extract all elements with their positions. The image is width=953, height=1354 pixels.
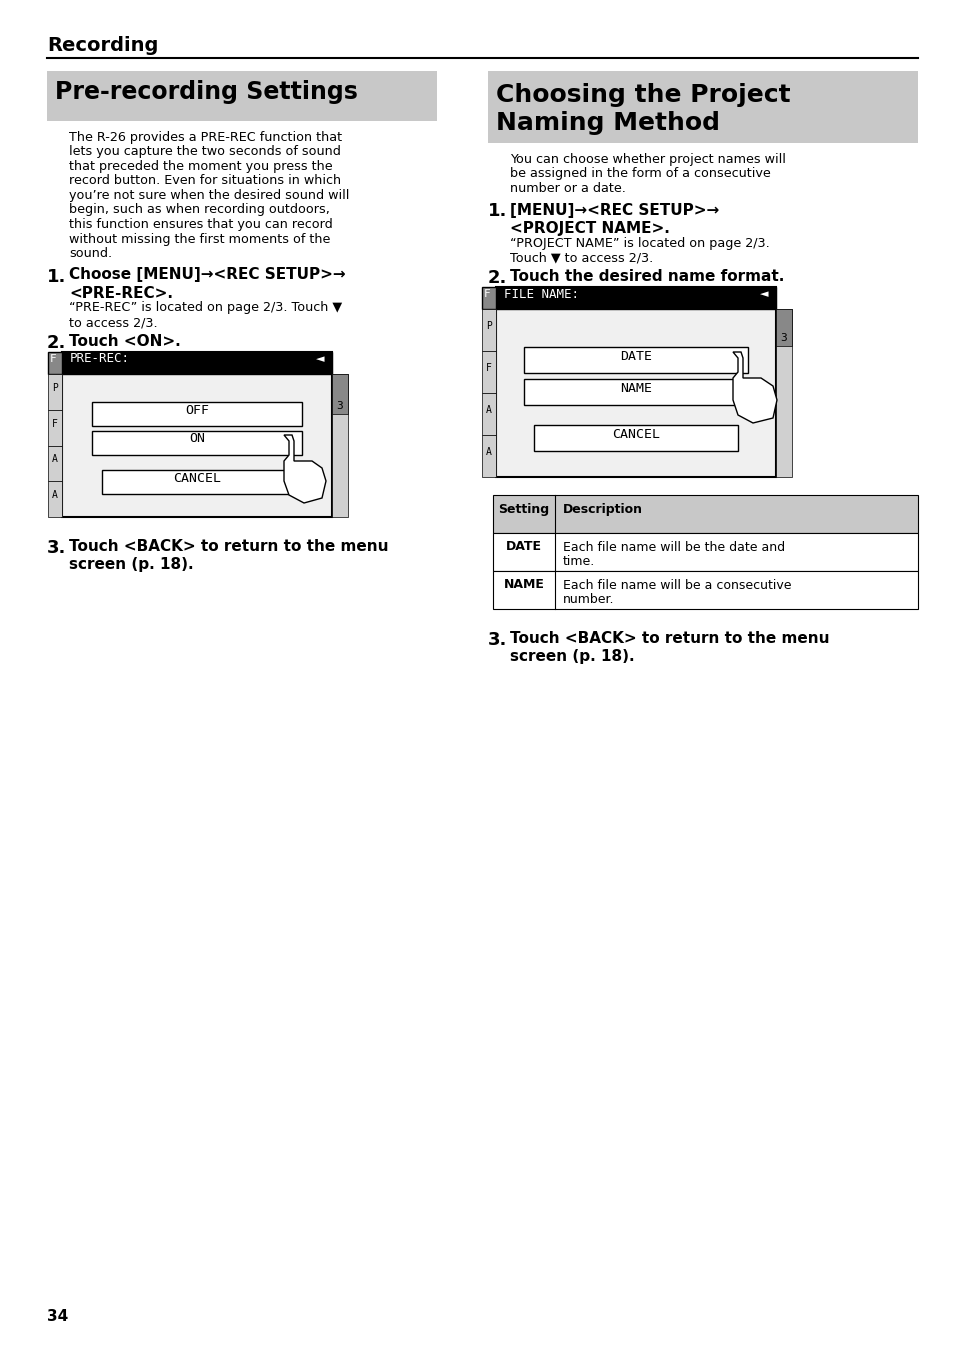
Text: [MENU]→<REC SETUP>→: [MENU]→<REC SETUP>→	[510, 203, 719, 218]
Text: that preceded the moment you press the: that preceded the moment you press the	[69, 160, 333, 173]
Bar	[62, 352, 332, 517]
Text: you’re not sure when the desired sound will: you’re not sure when the desired sound w…	[69, 190, 349, 202]
Text: screen (p. 18).: screen (p. 18).	[510, 649, 634, 663]
Text: Touch ▼ to access 2/3.: Touch ▼ to access 2/3.	[510, 250, 653, 264]
Text: Touch <BACK> to return to the menu: Touch <BACK> to return to the menu	[69, 539, 388, 554]
Text: 3.: 3.	[47, 539, 67, 556]
Text: A: A	[485, 405, 492, 414]
Bar	[481, 393, 496, 435]
Text: “PRE-REC” is located on page 2/3. Touch ▼: “PRE-REC” is located on page 2/3. Touch …	[69, 302, 342, 314]
Text: Recording: Recording	[47, 37, 158, 56]
Text: The R-26 provides a PRE-REC function that: The R-26 provides a PRE-REC function tha…	[69, 131, 342, 144]
Text: NAME: NAME	[619, 382, 651, 394]
Bar	[493, 571, 917, 609]
Bar	[488, 70, 917, 144]
Text: Touch <BACK> to return to the menu: Touch <BACK> to return to the menu	[510, 631, 828, 646]
Bar	[481, 309, 496, 351]
Text: be assigned in the form of a consecutive: be assigned in the form of a consecutive	[510, 168, 770, 180]
Text: <PROJECT NAME>.: <PROJECT NAME>.	[510, 221, 669, 236]
Text: 3.: 3.	[488, 631, 507, 649]
Text: 3: 3	[336, 401, 343, 412]
Bar	[47, 70, 436, 121]
Text: F: F	[483, 288, 490, 299]
Text: lets you capture the two seconds of sound: lets you capture the two seconds of soun…	[69, 145, 340, 158]
Text: screen (p. 18).: screen (p. 18).	[69, 556, 193, 571]
Text: number or a date.: number or a date.	[510, 181, 625, 195]
Text: Description: Description	[562, 502, 642, 516]
Bar	[523, 379, 747, 405]
Text: Touch the desired name format.: Touch the desired name format.	[510, 269, 783, 284]
Text: 3: 3	[780, 333, 786, 343]
Text: sound.: sound.	[69, 246, 112, 260]
Text: NAME: NAME	[503, 578, 544, 592]
Bar	[48, 481, 62, 517]
Text: CANCEL: CANCEL	[612, 428, 659, 440]
Bar	[496, 287, 775, 477]
Text: record button. Even for situations in which: record button. Even for situations in wh…	[69, 175, 341, 187]
Text: A: A	[485, 447, 492, 458]
Text: A: A	[52, 455, 58, 464]
Text: F: F	[52, 418, 58, 429]
Text: <PRE-REC>.: <PRE-REC>.	[69, 286, 172, 301]
Text: F: F	[50, 353, 56, 364]
Text: Choose [MENU]→<REC SETUP>→: Choose [MENU]→<REC SETUP>→	[69, 268, 345, 283]
Bar	[496, 287, 775, 309]
Bar	[102, 470, 292, 494]
Text: Touch <ON>.: Touch <ON>.	[69, 334, 180, 349]
Text: to access 2/3.: to access 2/3.	[69, 315, 157, 329]
Bar	[481, 435, 496, 477]
Bar	[775, 309, 791, 347]
Text: begin, such as when recording outdoors,: begin, such as when recording outdoors,	[69, 203, 330, 217]
Text: ◄: ◄	[759, 288, 767, 299]
Bar	[332, 374, 348, 517]
Text: ◄: ◄	[315, 353, 324, 364]
Text: without missing the first moments of the: without missing the first moments of the	[69, 233, 330, 245]
Text: ON: ON	[189, 432, 205, 445]
Text: Choosing the Project: Choosing the Project	[496, 83, 790, 107]
Text: 34: 34	[47, 1309, 69, 1324]
Text: this function ensures that you can record: this function ensures that you can recor…	[69, 218, 333, 232]
Polygon shape	[732, 352, 776, 422]
Bar	[493, 533, 917, 571]
Bar	[91, 402, 302, 427]
Text: Each file name will be a consecutive: Each file name will be a consecutive	[562, 580, 791, 592]
Text: 2.: 2.	[488, 269, 507, 287]
Text: A: A	[52, 490, 58, 500]
Text: P: P	[52, 383, 58, 393]
Text: FILE NAME:: FILE NAME:	[503, 287, 578, 301]
Bar	[62, 352, 332, 374]
Text: 1.: 1.	[488, 203, 507, 221]
Text: Each file name will be the date and: Each file name will be the date and	[562, 542, 784, 554]
Text: Naming Method: Naming Method	[496, 111, 720, 135]
Bar	[775, 309, 791, 477]
Polygon shape	[284, 435, 326, 502]
Text: time.: time.	[562, 555, 595, 567]
Bar	[481, 351, 496, 393]
Bar	[48, 352, 62, 374]
Text: 2.: 2.	[47, 334, 67, 352]
Text: 1.: 1.	[47, 268, 67, 286]
Bar	[48, 410, 62, 445]
Bar	[481, 287, 496, 309]
Text: Setting: Setting	[497, 502, 549, 516]
Text: You can choose whether project names will: You can choose whether project names wil…	[510, 153, 785, 167]
Bar	[332, 374, 348, 414]
Bar	[493, 496, 917, 533]
Text: CANCEL: CANCEL	[172, 471, 221, 485]
Text: number.: number.	[562, 593, 614, 607]
Text: P: P	[485, 321, 492, 330]
Text: “PROJECT NAME” is located on page 2/3.: “PROJECT NAME” is located on page 2/3.	[510, 237, 769, 249]
Bar	[91, 431, 302, 455]
Text: DATE: DATE	[619, 349, 651, 363]
Bar	[523, 347, 747, 372]
Text: OFF: OFF	[185, 403, 209, 417]
Bar	[48, 445, 62, 481]
Text: Pre-recording Settings: Pre-recording Settings	[55, 80, 357, 104]
Text: PRE-REC:: PRE-REC:	[70, 352, 130, 366]
Bar	[534, 425, 738, 451]
Text: F: F	[485, 363, 492, 372]
Text: DATE: DATE	[505, 540, 541, 554]
Bar	[48, 374, 62, 410]
